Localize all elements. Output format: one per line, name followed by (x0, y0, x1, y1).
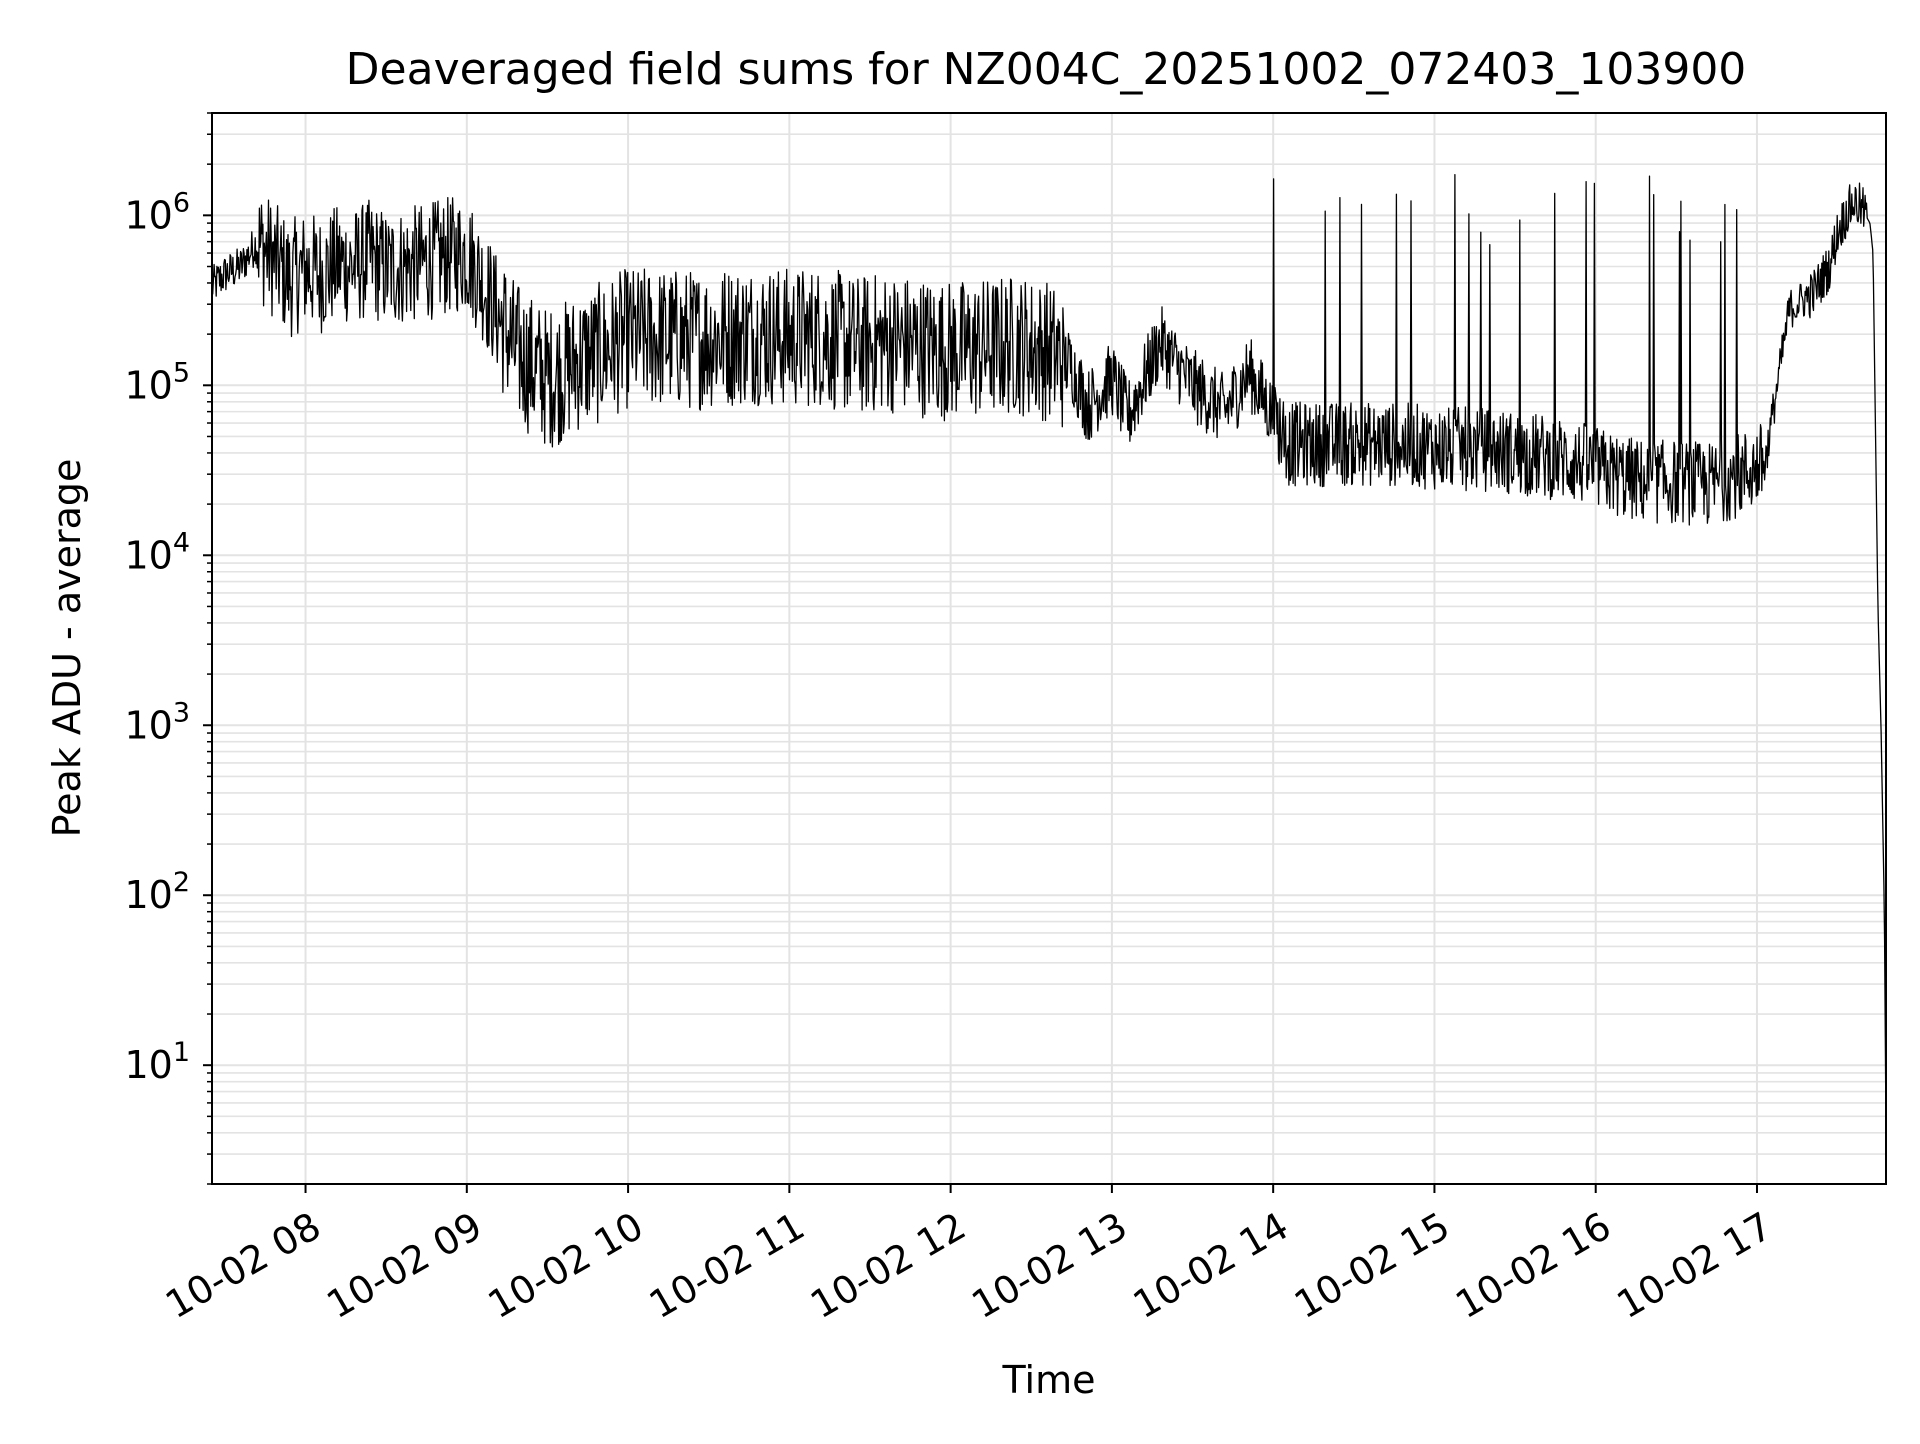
x-tick-label: 10-02 10 (481, 1204, 651, 1328)
x-tick-label: 10-02 13 (964, 1204, 1134, 1328)
x-tick-label: 10-02 12 (803, 1204, 973, 1328)
x-tick-label: 10-02 15 (1287, 1204, 1457, 1328)
y-axis: 101 102 103 104 105 106 (124, 112, 212, 1185)
y-tick-label: 105 (124, 357, 190, 407)
plot-frame (211, 112, 1887, 1185)
x-axis-label: Time (1002, 1358, 1096, 1402)
x-tick-label: 10-02 17 (1610, 1204, 1780, 1328)
x-tick-label: 10-02 16 (1448, 1204, 1618, 1328)
y-tick-label: 101 (124, 1037, 190, 1087)
y-axis-label: Peak ADU - average (45, 459, 89, 838)
x-tick-label: 10-02 14 (1126, 1204, 1296, 1328)
y-tick-label: 103 (124, 697, 190, 747)
x-tick-label: 10-02 09 (319, 1204, 489, 1328)
series-group (212, 174, 1886, 1133)
y-tick-label: 106 (124, 187, 190, 237)
chart-title: Deaveraged field sums for NZ004C_2025100… (346, 44, 1747, 95)
y-tick-label: 104 (124, 527, 190, 577)
x-tick-label: 10-02 11 (642, 1204, 812, 1328)
y-tick-label: 102 (124, 867, 190, 917)
series-line (212, 174, 1886, 1133)
x-tick-label: 10-02 08 (158, 1204, 328, 1328)
grid-minor (212, 112, 1886, 1185)
